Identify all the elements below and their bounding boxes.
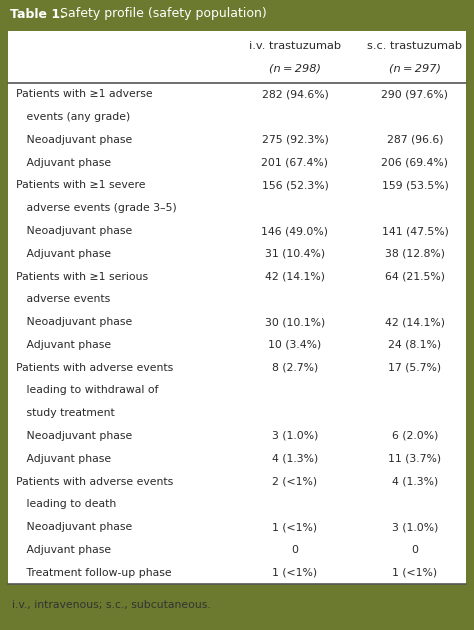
Text: Table 1.: Table 1. <box>10 8 65 21</box>
Bar <box>8 31 466 584</box>
Text: 64 (21.5%): 64 (21.5%) <box>385 272 445 282</box>
Text: 31 (10.4%): 31 (10.4%) <box>265 249 325 259</box>
Text: Neoadjuvant phase: Neoadjuvant phase <box>16 317 132 327</box>
Text: i.v., intravenous; s.c., subcutaneous.: i.v., intravenous; s.c., subcutaneous. <box>12 600 211 610</box>
Text: Patients with adverse events: Patients with adverse events <box>16 363 173 373</box>
Text: leading to death: leading to death <box>16 500 116 509</box>
Text: 275 (92.3%): 275 (92.3%) <box>262 135 328 145</box>
Text: Neoadjuvant phase: Neoadjuvant phase <box>16 431 132 441</box>
Text: 42 (14.1%): 42 (14.1%) <box>385 317 445 327</box>
Text: Adjuvant phase: Adjuvant phase <box>16 340 111 350</box>
Text: Patients with ≥1 severe: Patients with ≥1 severe <box>16 180 146 190</box>
Text: Treatment follow-up phase: Treatment follow-up phase <box>16 568 172 578</box>
Text: 24 (8.1%): 24 (8.1%) <box>388 340 442 350</box>
Text: 42 (14.1%): 42 (14.1%) <box>265 272 325 282</box>
Text: Adjuvant phase: Adjuvant phase <box>16 454 111 464</box>
Text: 38 (12.8%): 38 (12.8%) <box>385 249 445 259</box>
Text: 10 (3.4%): 10 (3.4%) <box>268 340 322 350</box>
Text: 0: 0 <box>292 545 299 555</box>
Text: 6 (2.0%): 6 (2.0%) <box>392 431 438 441</box>
Text: 156 (52.3%): 156 (52.3%) <box>262 180 328 190</box>
Text: 11 (3.7%): 11 (3.7%) <box>388 454 442 464</box>
Text: (n = 297): (n = 297) <box>389 64 441 74</box>
Text: 201 (67.4%): 201 (67.4%) <box>262 158 328 168</box>
Text: Adjuvant phase: Adjuvant phase <box>16 249 111 259</box>
Text: 287 (96.6): 287 (96.6) <box>387 135 443 145</box>
Text: Patients with adverse events: Patients with adverse events <box>16 476 173 486</box>
Text: 30 (10.1%): 30 (10.1%) <box>265 317 325 327</box>
Text: (n = 298): (n = 298) <box>269 64 321 74</box>
Text: 3 (1.0%): 3 (1.0%) <box>392 522 438 532</box>
Text: Neoadjuvant phase: Neoadjuvant phase <box>16 226 132 236</box>
Text: Neoadjuvant phase: Neoadjuvant phase <box>16 522 132 532</box>
Text: 141 (47.5%): 141 (47.5%) <box>382 226 448 236</box>
Text: Patients with ≥1 adverse: Patients with ≥1 adverse <box>16 89 153 100</box>
Text: i.v. trastuzumab: i.v. trastuzumab <box>249 40 341 50</box>
Text: 159 (53.5%): 159 (53.5%) <box>382 180 448 190</box>
Text: 206 (69.4%): 206 (69.4%) <box>382 158 448 168</box>
Text: 4 (1.3%): 4 (1.3%) <box>392 476 438 486</box>
Text: 0: 0 <box>411 545 419 555</box>
Text: leading to withdrawal of: leading to withdrawal of <box>16 386 158 396</box>
Text: Safety profile (safety population): Safety profile (safety population) <box>52 8 267 21</box>
Text: 17 (5.7%): 17 (5.7%) <box>388 363 442 373</box>
Text: 290 (97.6%): 290 (97.6%) <box>382 89 448 100</box>
Text: 4 (1.3%): 4 (1.3%) <box>272 454 318 464</box>
Text: 8 (2.7%): 8 (2.7%) <box>272 363 318 373</box>
Text: adverse events: adverse events <box>16 294 110 304</box>
Text: adverse events (grade 3–5): adverse events (grade 3–5) <box>16 203 177 213</box>
Text: 2 (<1%): 2 (<1%) <box>273 476 318 486</box>
Text: 282 (94.6%): 282 (94.6%) <box>262 89 328 100</box>
Text: 3 (1.0%): 3 (1.0%) <box>272 431 318 441</box>
Text: events (any grade): events (any grade) <box>16 112 130 122</box>
Text: 1 (<1%): 1 (<1%) <box>392 568 438 578</box>
Text: Patients with ≥1 serious: Patients with ≥1 serious <box>16 272 148 282</box>
Text: 146 (49.0%): 146 (49.0%) <box>262 226 328 236</box>
Text: Adjuvant phase: Adjuvant phase <box>16 158 111 168</box>
Text: Neoadjuvant phase: Neoadjuvant phase <box>16 135 132 145</box>
Text: s.c. trastuzumab: s.c. trastuzumab <box>367 40 463 50</box>
Text: 1 (<1%): 1 (<1%) <box>273 568 318 578</box>
Text: study treatment: study treatment <box>16 408 115 418</box>
Text: Adjuvant phase: Adjuvant phase <box>16 545 111 555</box>
Text: 1 (<1%): 1 (<1%) <box>273 522 318 532</box>
